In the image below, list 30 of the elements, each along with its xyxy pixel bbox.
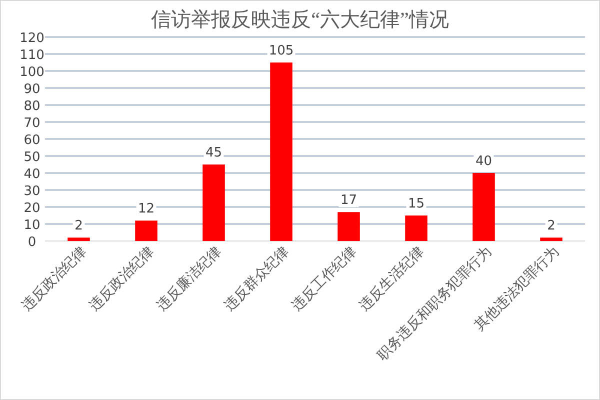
y-tick-label: 30 — [24, 184, 40, 199]
y-tick-label: 20 — [24, 201, 40, 216]
y-tick-label: 70 — [24, 116, 40, 131]
y-tick-label: 110 — [20, 48, 44, 63]
y-tick-label: 90 — [24, 82, 40, 97]
bar — [540, 238, 562, 241]
y-tick-label: 60 — [24, 133, 40, 148]
y-tick-label: 120 — [20, 31, 44, 46]
y-tick-label: 80 — [24, 99, 40, 114]
data-label: 40 — [475, 154, 492, 169]
bar — [338, 212, 360, 241]
data-label: 17 — [340, 193, 358, 208]
chart-title: 信访举报反映违反“六大纪律”情况 — [151, 9, 449, 31]
bar — [472, 173, 495, 241]
data-label: 2 — [547, 218, 556, 234]
bar — [405, 216, 428, 241]
y-tick-label: 50 — [24, 150, 40, 165]
bar — [202, 164, 225, 241]
data-label: 105 — [268, 44, 294, 58]
y-tick-label: 0 — [28, 235, 36, 250]
data-label: 12 — [138, 202, 155, 217]
bar — [270, 62, 292, 241]
data-label: 2 — [74, 218, 83, 234]
bar — [68, 238, 90, 241]
bar — [135, 220, 158, 241]
y-tick-label: 40 — [24, 167, 40, 182]
y-tick-label: 100 — [20, 65, 44, 80]
data-label: 45 — [205, 146, 222, 160]
data-label: 15 — [408, 196, 425, 212]
y-tick-label: 10 — [24, 218, 40, 233]
